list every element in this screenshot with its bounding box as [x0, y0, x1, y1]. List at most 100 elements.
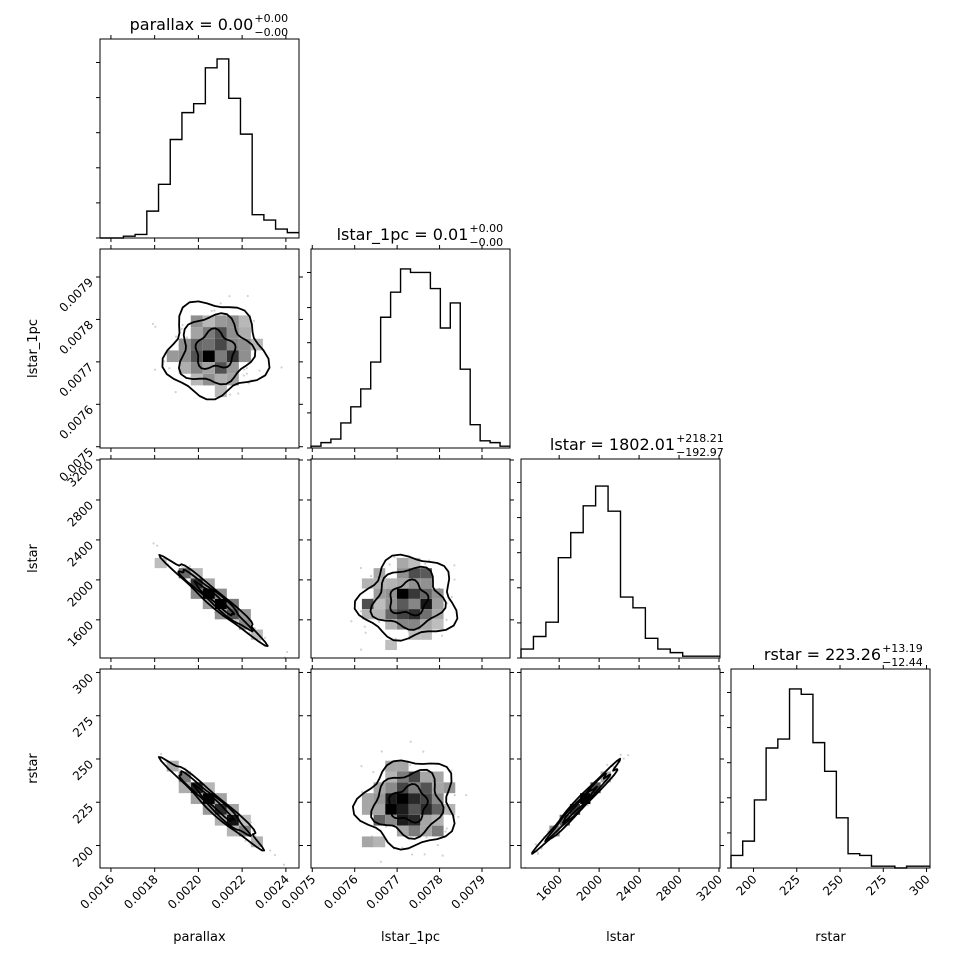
contour-line	[194, 327, 237, 370]
density-cell	[408, 793, 421, 804]
density-cell	[361, 793, 374, 804]
sample-point	[282, 863, 286, 866]
density-cell	[238, 338, 251, 351]
panel-frame	[310, 458, 511, 659]
density-cell	[361, 578, 374, 589]
contour-line	[193, 580, 236, 617]
sample-point	[359, 648, 363, 651]
sample-point	[369, 574, 373, 578]
title-value: lstar = 1802.01	[550, 435, 675, 454]
sample-point	[380, 750, 383, 753]
sample-point	[228, 295, 231, 298]
density-cell	[431, 803, 444, 815]
x-tick-label: 2800	[654, 872, 685, 903]
contour-line	[178, 312, 257, 386]
scatter-panel-parallax-vs-rstar	[99, 668, 300, 869]
density-cell	[178, 568, 191, 579]
y-tick-label: 250	[70, 757, 96, 783]
histogram-panel-rstar: rstar = 223.26 +13.19−12.44	[727, 642, 931, 869]
density-cell	[373, 836, 386, 848]
sample-point	[425, 836, 428, 839]
sample-point	[393, 555, 396, 559]
sample-point	[188, 565, 191, 568]
x-tick-label: 0.0078	[406, 872, 446, 912]
panel-frame	[99, 668, 300, 869]
density-cell	[373, 782, 386, 794]
x-tick-label: 0.0018	[121, 872, 161, 912]
density-cell	[396, 557, 409, 569]
y-axis-label-lstar: lstar	[26, 543, 41, 572]
y-tick-label: 0.0077	[57, 360, 97, 400]
density-cell	[396, 803, 409, 815]
density-cell	[396, 598, 409, 610]
title-minus-error: −0.00	[469, 236, 503, 249]
panel-frame	[99, 248, 300, 449]
density-cell	[226, 362, 239, 374]
density-cell	[238, 350, 251, 363]
sample-point	[619, 753, 622, 756]
density-cell	[420, 568, 432, 579]
sample-point	[210, 309, 213, 313]
x-tick-label: 225	[777, 872, 803, 898]
density-cell	[373, 793, 386, 804]
density-cell	[250, 338, 263, 351]
sample-point	[409, 740, 412, 743]
sample-point	[384, 825, 388, 828]
density-cell	[361, 609, 374, 620]
y-axis-label-lstar_1pc: lstar_1pc	[26, 319, 41, 378]
y-tick-label: 300	[70, 671, 96, 697]
density-cell	[408, 803, 421, 815]
sample-point	[536, 850, 539, 854]
density-cell	[373, 803, 386, 815]
scatter-panel-lstar_1pc-vs-rstar	[310, 668, 511, 869]
sample-point	[280, 366, 283, 369]
sample-point	[457, 815, 460, 818]
scatter-panel-lstar_1pc-vs-lstar	[310, 458, 511, 659]
sample-point	[252, 319, 256, 323]
sample-point	[258, 369, 261, 372]
sample-point	[234, 619, 238, 622]
x-tick-label: 275	[863, 872, 889, 898]
density-cell	[373, 814, 386, 826]
density-cell	[361, 598, 374, 610]
density-cell	[214, 350, 227, 363]
density-cell	[166, 350, 179, 363]
contour-line	[369, 565, 447, 631]
title-minus-error: −192.97	[676, 446, 724, 459]
contour-line	[161, 300, 271, 401]
density-cell	[420, 629, 432, 640]
sample-point	[237, 392, 240, 395]
sample-point	[359, 566, 362, 570]
density-cell	[214, 373, 227, 386]
contour-line	[353, 553, 459, 642]
y-axis-label-rstar: rstar	[26, 753, 41, 784]
sample-point	[181, 323, 184, 327]
x-tick-label: 2000	[574, 872, 605, 903]
title-plus-error: +13.19	[882, 642, 923, 655]
contour-line	[370, 768, 445, 840]
title-plus-error: +218.21	[676, 432, 724, 445]
sample-point	[160, 752, 163, 756]
sample-point	[269, 849, 272, 852]
density-cell	[178, 362, 191, 374]
sample-point	[534, 843, 537, 846]
sample-point	[246, 294, 249, 298]
density-cell	[202, 588, 215, 599]
density-cell	[361, 836, 374, 848]
density-cell	[190, 588, 203, 599]
x-tick-label: 3200	[694, 872, 725, 903]
x-tick-label: 300	[907, 872, 933, 898]
density-cell	[226, 338, 239, 351]
contour-line	[158, 554, 269, 647]
sample-point	[445, 618, 448, 622]
sample-point	[411, 853, 414, 856]
panel-frame	[310, 248, 511, 449]
y-tick-label: 0.0078	[57, 318, 97, 358]
sample-point	[182, 566, 186, 569]
density-cell	[385, 578, 397, 589]
density-cell	[396, 578, 409, 589]
contour-line	[157, 756, 266, 852]
density-cell	[408, 814, 421, 826]
y-tick-label: 0.0079	[57, 275, 97, 315]
